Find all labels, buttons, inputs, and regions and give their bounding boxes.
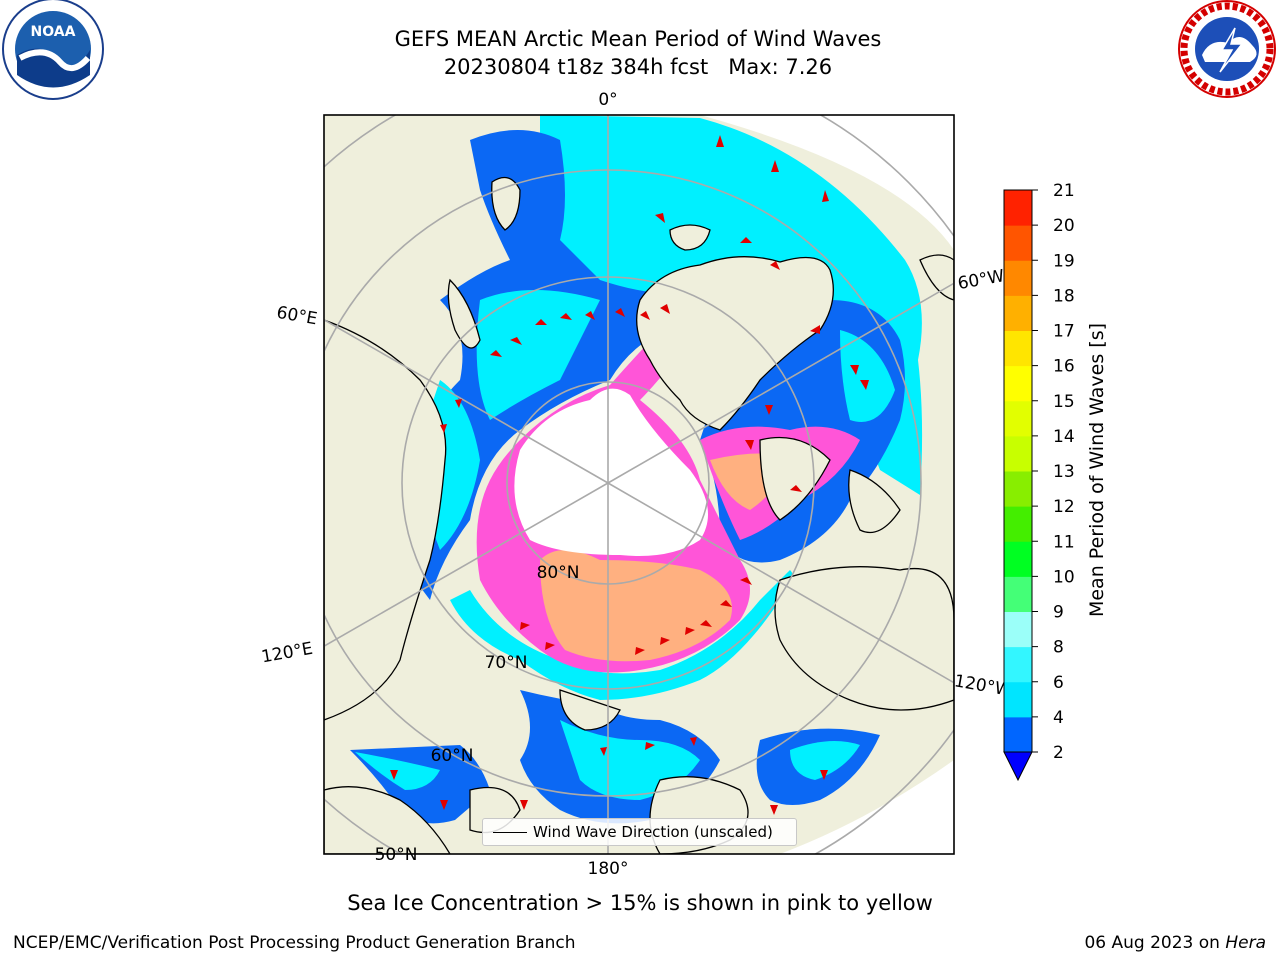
footer-date-text: 06 Aug 2023 on [1084, 933, 1225, 953]
meridian-label-180: 180° [588, 859, 629, 879]
colorbar-tick-label: 19 [1053, 251, 1075, 271]
footer-machine: Hera [1225, 933, 1266, 953]
colorbar-segment [1004, 576, 1032, 612]
nws-logo [1179, 1, 1275, 97]
colorbar-tick-label: 13 [1053, 462, 1075, 482]
colorbar-tick-label: 15 [1053, 392, 1075, 412]
colorbar-extend-triangle [1004, 752, 1032, 780]
colorbar-segment [1004, 612, 1032, 648]
colorbar-segment [1004, 401, 1032, 437]
colorbar-segment [1004, 331, 1032, 367]
colorbar-segment [1004, 260, 1032, 296]
meridian-label-0: 0° [598, 90, 617, 110]
colorbar-tick-label: 20 [1053, 216, 1075, 236]
noaa-logo-text: NOAA [31, 24, 76, 40]
colorbar-tick-label: 21 [1053, 181, 1075, 201]
footer-credit: NCEP/EMC/Verification Post Processing Pr… [13, 933, 576, 953]
meridian-label-60w: 60°W [956, 266, 1006, 294]
parallel-label-80n: 80°N [537, 563, 580, 583]
map-legend: Wind Wave Direction (unscaled) [482, 818, 797, 846]
colorbar-segment [1004, 436, 1032, 472]
colorbar-tick-label: 12 [1053, 497, 1075, 517]
colorbar-segment [1004, 717, 1032, 753]
colorbar-segment [1004, 682, 1032, 718]
colorbar-segment [1004, 366, 1032, 402]
colorbar-tick-label: 17 [1053, 322, 1075, 342]
colorbar-tick-label: 18 [1053, 286, 1075, 306]
sea-ice-caption: Sea Ice Concentration > 15% is shown in … [0, 891, 1280, 915]
parallel-label-50n: 50°N [375, 845, 418, 865]
colorbar-tick-label: 6 [1053, 673, 1064, 693]
polar-map [183, 58, 1055, 908]
colorbar-tick-label: 2 [1053, 743, 1064, 763]
colorbar-segment [1004, 225, 1032, 261]
colorbar-segment [1004, 541, 1032, 577]
colorbar-segment [1004, 471, 1032, 507]
colorbar-tick-label: 10 [1053, 567, 1075, 587]
colorbar-segment [1004, 295, 1032, 331]
colorbar-segment [1004, 506, 1032, 542]
colorbar-tick-label: 9 [1053, 603, 1064, 623]
colorbar-tick-label: 11 [1053, 532, 1075, 552]
parallel-label-70n: 70°N [485, 653, 528, 673]
colorbar: 2 4 6 8 9 10 11 12 13 14 15 16 17 18 19 20 21 [1004, 181, 1075, 780]
colorbar-tick-label: 8 [1053, 638, 1064, 658]
colorbar-tick-label: 4 [1053, 708, 1064, 728]
noaa-logo: NOAA [3, 0, 103, 99]
meridian-label-120e: 120°E [260, 639, 314, 668]
legend-line-sample [493, 832, 527, 833]
footer-date: 06 Aug 2023 on Hera [1084, 933, 1266, 953]
colorbar-title: Mean Period of Wind Waves [s] [1086, 323, 1108, 617]
legend-label: Wind Wave Direction (unscaled) [533, 823, 773, 841]
colorbar-tick-label: 16 [1053, 357, 1075, 377]
parallel-label-60n: 60°N [431, 746, 474, 766]
colorbar-segment [1004, 190, 1032, 226]
colorbar-segment [1004, 647, 1032, 683]
colorbar-tick-label: 14 [1053, 427, 1075, 447]
meridian-label-60e: 60°E [275, 303, 319, 330]
